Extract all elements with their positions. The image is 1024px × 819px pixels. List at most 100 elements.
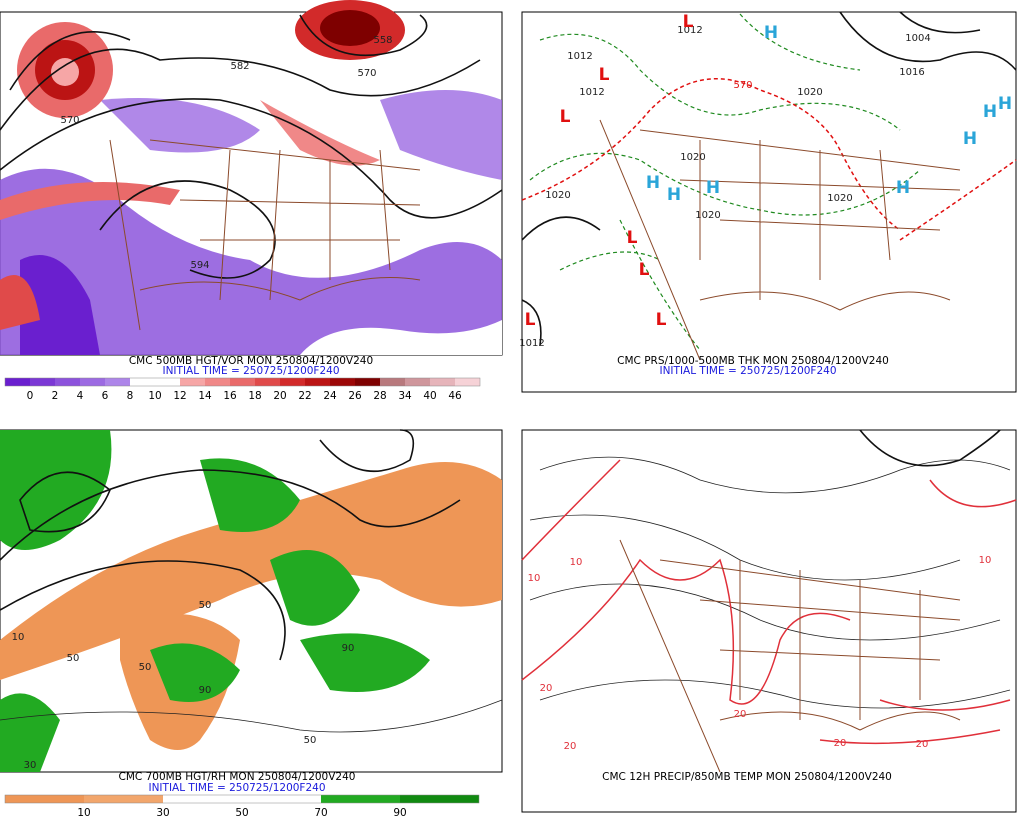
contour (9, 31, 131, 91)
colorbar-label: 40 (423, 390, 436, 402)
colorbar: 10 30 50 70 90 (4, 794, 480, 819)
contour (0, 560, 286, 661)
contour-label: 10 (570, 557, 583, 568)
high-pressure: H (983, 102, 997, 122)
vorticity-area (0, 168, 502, 355)
colorbar-swatch (242, 795, 321, 803)
map-title: CMC 500MB HGT/VOR MON 250804/1200V240 (129, 355, 373, 367)
initial-time: INITIAL TIME = 250725/1200F240 (659, 365, 836, 377)
contour-label: 10 (979, 555, 992, 566)
colorbar-swatch (130, 378, 155, 386)
colorbar-swatch (400, 795, 479, 803)
contour-label: 20 (734, 709, 747, 720)
contour-label: 50 (304, 735, 317, 746)
colorbar-label: 26 (348, 390, 362, 402)
colorbar-swatch (280, 378, 305, 386)
contour (0, 469, 461, 561)
borders (619, 539, 961, 773)
low-pressure: L (599, 65, 610, 85)
low-pressure: L (683, 12, 694, 32)
thickness-label: 570 (733, 80, 752, 91)
panel-vorticity: 582 570 570 594 558 CMC 500MB HGT/VOR MO… (0, 0, 503, 402)
contour-label: 50 (139, 662, 152, 673)
colorbar-label: 18 (248, 390, 261, 402)
initial-time: INITIAL TIME = 250725/1200F240 (162, 365, 339, 377)
high-pressure: H (896, 178, 910, 198)
vorticity-area (260, 100, 380, 166)
colorbar-swatch (84, 795, 163, 803)
colorbar-label: 10 (77, 807, 90, 819)
colorbar-label: 30 (156, 807, 169, 819)
contour-label: 90 (199, 685, 212, 696)
colorbar-label: 50 (235, 807, 248, 819)
high-pressure: H (646, 173, 660, 193)
colorbar-label: 16 (223, 390, 237, 402)
contour (859, 429, 1001, 467)
low-pressure: L (560, 107, 571, 127)
map-title: CMC 12H PRECIP/850MB TEMP MON 250804/120… (602, 771, 892, 783)
high-pressure: H (667, 185, 681, 205)
colorbar: 0 2 4 6 8 10 12 14 16 18 20 22 24 26 28 34 40 46 (4, 377, 481, 402)
borders (599, 119, 961, 361)
colorbar-label: 20 (273, 390, 286, 402)
colorbar-swatch (55, 378, 80, 386)
colorbar-swatch (455, 378, 480, 386)
contour-label: 20 (916, 739, 929, 750)
isobar-label: 1020 (680, 152, 705, 163)
contour (319, 429, 415, 473)
moist-area (270, 550, 360, 626)
moist-area (0, 693, 60, 772)
contour-label: 10 (12, 632, 25, 643)
isobar-label: 1012 (519, 338, 544, 349)
low-pressure: L (656, 310, 667, 330)
colorbar-swatch (380, 378, 405, 386)
isobar-label: 1020 (827, 193, 852, 204)
high-pressure: H (963, 129, 977, 149)
vorticity-max (51, 58, 79, 86)
colorbar-swatch (163, 795, 242, 803)
vorticity-area (0, 182, 180, 220)
colorbar-label: 46 (448, 390, 462, 402)
vorticity-area (0, 275, 40, 330)
colorbar-label: 10 (148, 390, 161, 402)
colorbar-label: 34 (398, 390, 412, 402)
borders (109, 139, 421, 331)
map-title: CMC PRS/1000-500MB THK MON 250804/1200V2… (617, 355, 889, 367)
contour-label: 90 (342, 643, 355, 654)
colorbar-swatch (5, 378, 30, 386)
colorbar-label: 90 (393, 807, 406, 819)
contour-label: 50 (67, 653, 80, 664)
colorbar-swatch (305, 378, 330, 386)
contour-label: 558 (373, 35, 392, 46)
contour (0, 699, 503, 733)
contour-label: 570 (60, 115, 79, 126)
contour-label: 594 (190, 260, 209, 271)
contour (0, 98, 503, 219)
vorticity-area (20, 255, 100, 355)
high-pressure: H (764, 23, 778, 43)
panel-humidity: 10 50 50 90 50 30 50 90 CMC 700MB HGT/RH… (0, 429, 503, 819)
panel-precip: 10 10 20 20 20 20 20 10 CMC 12H PRECIP/8… (521, 429, 1017, 813)
isobar-label: 1012 (567, 51, 592, 62)
colorbar-swatch (321, 795, 400, 803)
map-frame (521, 11, 1017, 393)
colorbar-label: 70 (314, 807, 327, 819)
initial-time: INITIAL TIME = 250725/1200F240 (148, 782, 325, 794)
colorbar-label: 0 (27, 390, 34, 402)
contour-label: 50 (199, 600, 212, 611)
colorbar-swatch (5, 795, 84, 803)
moist-area (200, 458, 300, 532)
low-pressure: L (639, 260, 650, 280)
contour-label: 10 (528, 573, 541, 584)
contour (0, 48, 481, 131)
contour-label: 570 (357, 68, 376, 79)
colorbar-swatch (105, 378, 130, 386)
contour (299, 14, 428, 57)
panel-pressure: 1012 1012 1020 1020 1020 1020 1020 1004 … (519, 11, 1017, 393)
colorbar-swatch (330, 378, 355, 386)
colorbar-swatch (355, 378, 380, 386)
colorbar-label: 28 (373, 390, 386, 402)
low-pressure: L (525, 310, 536, 330)
colorbar-swatch (205, 378, 230, 386)
